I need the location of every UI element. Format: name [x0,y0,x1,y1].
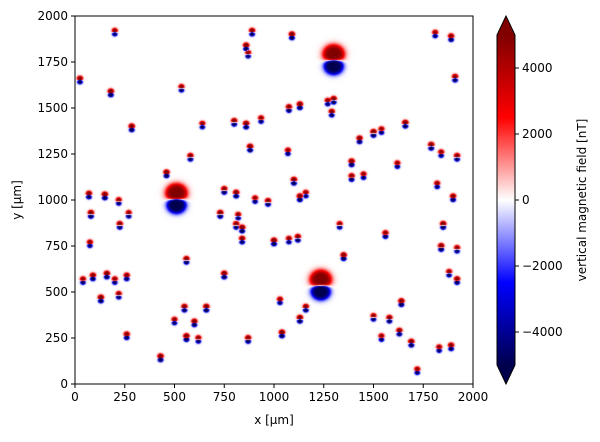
colorbar-gradient [497,35,515,365]
x-tick-label: 750 [213,390,236,404]
colorbar-ticks: −4000 −2000 0 2000 4000 [515,61,563,339]
colorbar-label: vertical magnetic field [nT] [575,119,589,282]
y-tick-label: 500 [45,285,68,299]
colorbar: −4000 −2000 0 2000 4000 vertical magnetic fi… [496,14,589,386]
colorbar-tick-label: −4000 [522,325,563,339]
x-tick-label: 2000 [458,390,489,404]
x-tick-label: 1000 [259,390,290,404]
x-axis: 0 250 500 750 1000 1250 1500 1750 2000 [71,384,488,404]
y-tick-label: 750 [45,239,68,253]
y-tick-label: 250 [45,331,68,345]
colorbar-extend-top [497,16,515,35]
colorbar-tick-label: 2000 [522,127,553,141]
x-axis-label: x [µm] [254,413,294,427]
x-tick-label: 1500 [358,390,389,404]
x-tick-label: 1250 [308,390,339,404]
colorbar-extend-bottom [497,365,515,384]
x-tick-label: 250 [113,390,136,404]
colorbar-tick-label: 0 [522,193,530,207]
y-tick-label: 1250 [37,147,68,161]
colorbar-tick-label: −2000 [522,259,563,273]
colorbar-outline [496,14,516,386]
y-tick-label: 1000 [37,193,68,207]
y-axis: 0 250 500 750 1000 1250 1500 1750 2000 [37,9,75,391]
x-tick-label: 1750 [408,390,439,404]
plot-area [74,15,474,385]
colorbar-tick-label: 4000 [522,61,553,75]
heatmap-image [75,16,473,384]
y-tick-label: 2000 [37,9,68,23]
y-tick-label: 1500 [37,101,68,115]
y-tick-label: 0 [60,377,68,391]
y-tick-label: 1750 [37,55,68,69]
y-axis-label: y [µm] [10,180,24,220]
x-tick-label: 0 [71,390,79,404]
x-tick-label: 500 [163,390,186,404]
